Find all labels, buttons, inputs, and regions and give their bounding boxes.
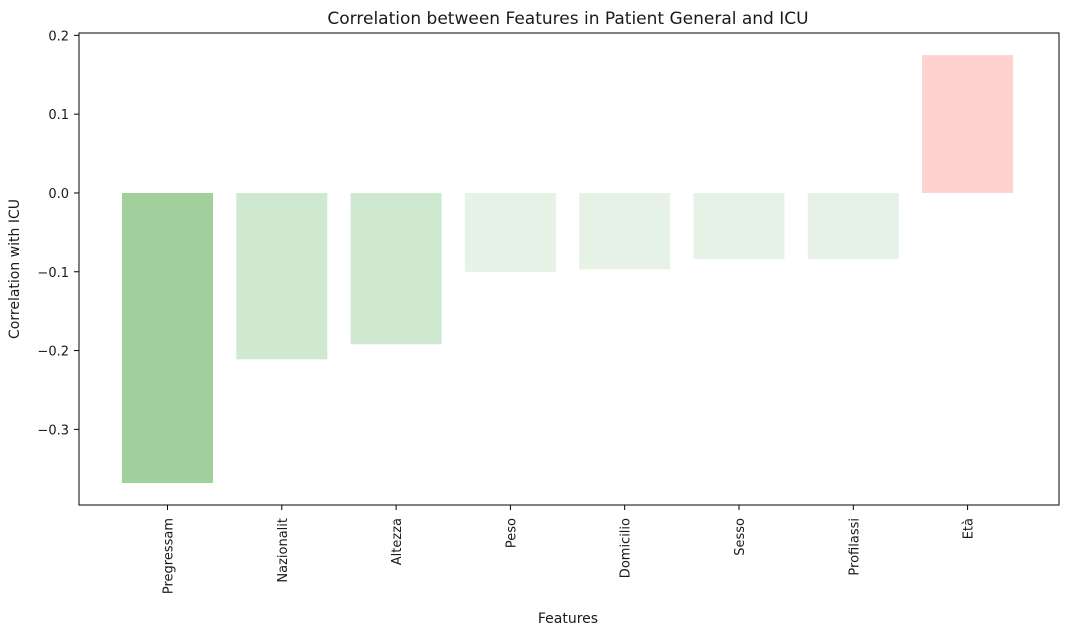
y-tick-label: 0.2 [48, 29, 69, 44]
chart-title: Correlation between Features in Patient … [327, 9, 808, 29]
y-tick-label: 0.0 [48, 187, 69, 202]
bar-peso [464, 193, 556, 272]
y-tick-label: −0.2 [37, 345, 69, 360]
bar-nazionalit [236, 193, 328, 360]
bars-layer [122, 55, 1014, 483]
x-tick-label: Sesso [733, 518, 748, 556]
plot-frame [78, 32, 1060, 506]
x-axis: Pregressam Nazionalit Altezza Peso Domicilio… [162, 505, 977, 594]
x-tick-label: Nazionalit [276, 518, 291, 583]
bar-altezza [350, 193, 442, 345]
x-tick-label: Altezza [390, 518, 405, 565]
x-tick-label: Profilassi [847, 518, 862, 576]
y-tick-label: 0.1 [48, 108, 69, 123]
bar-pregressam [122, 193, 213, 483]
bar-profilassi [807, 193, 899, 260]
bar-domicilio [579, 193, 671, 270]
x-tick-label: Domicilio [619, 518, 634, 578]
x-axis-label: Features [538, 611, 598, 627]
y-axis: 0.2 0.1 0.0 −0.1 −0.2 −0.3 [37, 29, 79, 438]
bar-età [922, 55, 1014, 193]
x-tick-label: Età [962, 518, 977, 539]
y-tick-label: −0.3 [37, 423, 69, 438]
y-axis-label: Correlation with ICU [7, 199, 23, 339]
bar-sesso [693, 193, 785, 260]
y-tick-label: −0.1 [37, 266, 69, 281]
x-tick-label: Peso [504, 518, 519, 548]
x-tick-label: Pregressam [162, 518, 177, 594]
